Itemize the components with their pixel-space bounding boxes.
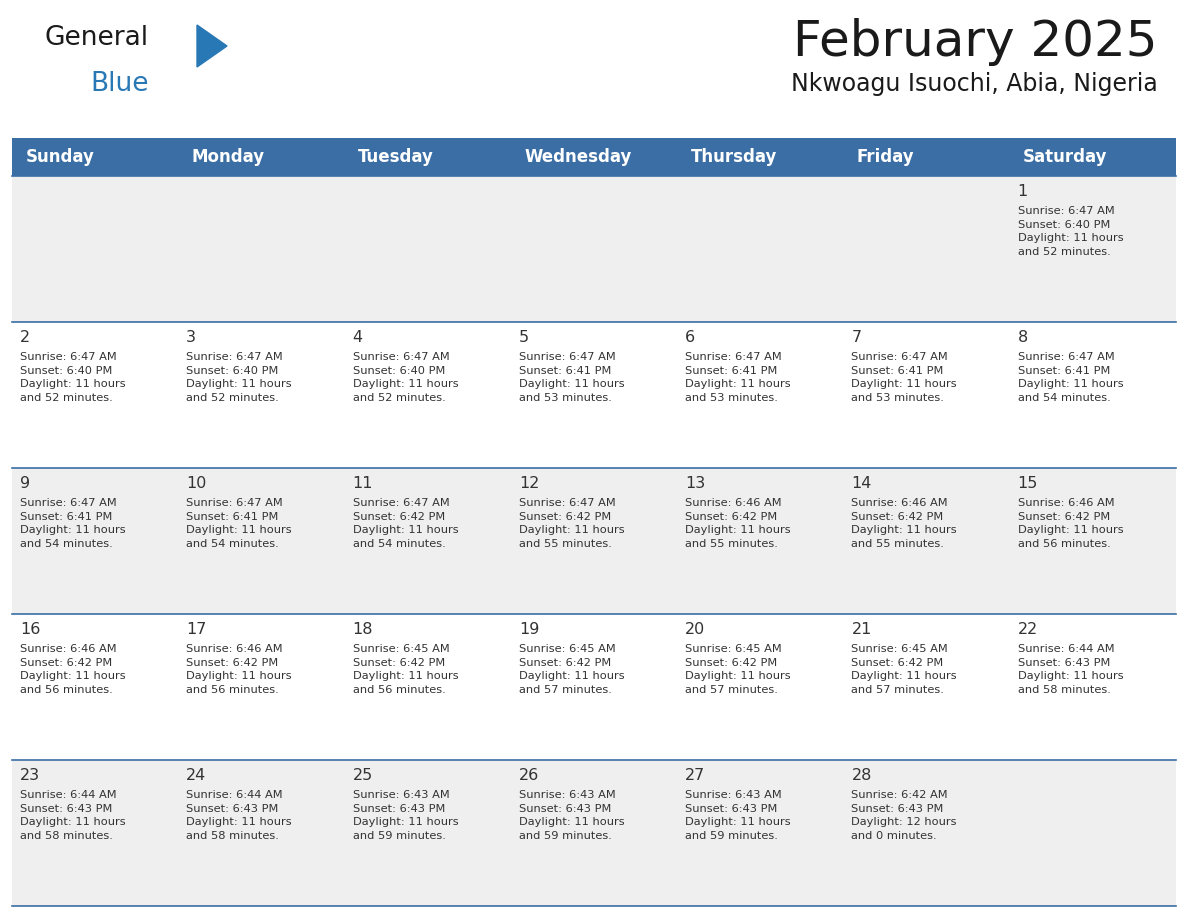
Text: 10: 10	[187, 476, 207, 491]
Text: Saturday: Saturday	[1023, 148, 1107, 166]
Bar	[677, 138, 843, 176]
Text: Sunrise: 6:44 AM
Sunset: 6:43 PM
Daylight: 11 hours
and 58 minutes.: Sunrise: 6:44 AM Sunset: 6:43 PM Dayligh…	[1018, 644, 1124, 695]
Text: 13: 13	[685, 476, 706, 491]
Text: Sunrise: 6:42 AM
Sunset: 6:43 PM
Daylight: 12 hours
and 0 minutes.: Sunrise: 6:42 AM Sunset: 6:43 PM Dayligh…	[852, 790, 956, 841]
Text: Nkwoagu Isuochi, Abia, Nigeria: Nkwoagu Isuochi, Abia, Nigeria	[791, 72, 1158, 96]
Text: Sunrise: 6:44 AM
Sunset: 6:43 PM
Daylight: 11 hours
and 58 minutes.: Sunrise: 6:44 AM Sunset: 6:43 PM Dayligh…	[187, 790, 292, 841]
Text: Sunrise: 6:47 AM
Sunset: 6:40 PM
Daylight: 11 hours
and 52 minutes.: Sunrise: 6:47 AM Sunset: 6:40 PM Dayligh…	[187, 352, 292, 403]
Text: 26: 26	[519, 768, 539, 783]
Text: Sunrise: 6:46 AM
Sunset: 6:42 PM
Daylight: 11 hours
and 56 minutes.: Sunrise: 6:46 AM Sunset: 6:42 PM Dayligh…	[20, 644, 126, 695]
Text: 2: 2	[20, 330, 30, 345]
Text: 22: 22	[1018, 622, 1038, 637]
Text: Sunrise: 6:45 AM
Sunset: 6:42 PM
Daylight: 11 hours
and 56 minutes.: Sunrise: 6:45 AM Sunset: 6:42 PM Dayligh…	[353, 644, 459, 695]
Text: General: General	[45, 25, 150, 51]
Text: Sunrise: 6:46 AM
Sunset: 6:42 PM
Daylight: 11 hours
and 55 minutes.: Sunrise: 6:46 AM Sunset: 6:42 PM Dayligh…	[852, 498, 958, 549]
Text: Sunrise: 6:45 AM
Sunset: 6:42 PM
Daylight: 11 hours
and 57 minutes.: Sunrise: 6:45 AM Sunset: 6:42 PM Dayligh…	[519, 644, 625, 695]
Bar	[12, 138, 178, 176]
Text: 23: 23	[20, 768, 40, 783]
Text: 25: 25	[353, 768, 373, 783]
Bar	[511, 138, 677, 176]
Text: Sunrise: 6:43 AM
Sunset: 6:43 PM
Daylight: 11 hours
and 59 minutes.: Sunrise: 6:43 AM Sunset: 6:43 PM Dayligh…	[353, 790, 459, 841]
Text: Sunrise: 6:47 AM
Sunset: 6:41 PM
Daylight: 11 hours
and 54 minutes.: Sunrise: 6:47 AM Sunset: 6:41 PM Dayligh…	[187, 498, 292, 549]
Text: Sunrise: 6:45 AM
Sunset: 6:42 PM
Daylight: 11 hours
and 57 minutes.: Sunrise: 6:45 AM Sunset: 6:42 PM Dayligh…	[685, 644, 791, 695]
Text: Wednesday: Wednesday	[524, 148, 632, 166]
Bar	[12, 614, 1176, 760]
Text: 16: 16	[20, 622, 40, 637]
Text: Sunrise: 6:46 AM
Sunset: 6:42 PM
Daylight: 11 hours
and 55 minutes.: Sunrise: 6:46 AM Sunset: 6:42 PM Dayligh…	[685, 498, 791, 549]
Polygon shape	[197, 25, 227, 67]
Text: Sunrise: 6:47 AM
Sunset: 6:40 PM
Daylight: 11 hours
and 52 minutes.: Sunrise: 6:47 AM Sunset: 6:40 PM Dayligh…	[20, 352, 126, 403]
Text: Friday: Friday	[857, 148, 915, 166]
Text: 15: 15	[1018, 476, 1038, 491]
Text: 7: 7	[852, 330, 861, 345]
Bar	[12, 322, 1176, 468]
Text: Sunrise: 6:46 AM
Sunset: 6:42 PM
Daylight: 11 hours
and 56 minutes.: Sunrise: 6:46 AM Sunset: 6:42 PM Dayligh…	[1018, 498, 1124, 549]
Text: 28: 28	[852, 768, 872, 783]
Text: 19: 19	[519, 622, 539, 637]
Text: Monday: Monday	[191, 148, 265, 166]
Text: Sunrise: 6:47 AM
Sunset: 6:41 PM
Daylight: 11 hours
and 54 minutes.: Sunrise: 6:47 AM Sunset: 6:41 PM Dayligh…	[1018, 352, 1124, 403]
Text: 14: 14	[852, 476, 872, 491]
Bar	[12, 760, 1176, 906]
Text: February 2025: February 2025	[794, 18, 1158, 66]
Text: 6: 6	[685, 330, 695, 345]
Text: 24: 24	[187, 768, 207, 783]
Text: Sunrise: 6:47 AM
Sunset: 6:41 PM
Daylight: 11 hours
and 53 minutes.: Sunrise: 6:47 AM Sunset: 6:41 PM Dayligh…	[519, 352, 625, 403]
Text: 11: 11	[353, 476, 373, 491]
Text: Sunrise: 6:43 AM
Sunset: 6:43 PM
Daylight: 11 hours
and 59 minutes.: Sunrise: 6:43 AM Sunset: 6:43 PM Dayligh…	[519, 790, 625, 841]
Text: 12: 12	[519, 476, 539, 491]
Text: Sunrise: 6:47 AM
Sunset: 6:41 PM
Daylight: 11 hours
and 54 minutes.: Sunrise: 6:47 AM Sunset: 6:41 PM Dayligh…	[20, 498, 126, 549]
Bar	[843, 138, 1010, 176]
Text: Sunrise: 6:47 AM
Sunset: 6:41 PM
Daylight: 11 hours
and 53 minutes.: Sunrise: 6:47 AM Sunset: 6:41 PM Dayligh…	[852, 352, 958, 403]
Text: Sunrise: 6:47 AM
Sunset: 6:42 PM
Daylight: 11 hours
and 54 minutes.: Sunrise: 6:47 AM Sunset: 6:42 PM Dayligh…	[353, 498, 459, 549]
Text: Sunrise: 6:47 AM
Sunset: 6:40 PM
Daylight: 11 hours
and 52 minutes.: Sunrise: 6:47 AM Sunset: 6:40 PM Dayligh…	[353, 352, 459, 403]
Text: 27: 27	[685, 768, 706, 783]
Text: 1: 1	[1018, 184, 1028, 199]
Text: 21: 21	[852, 622, 872, 637]
Text: Sunday: Sunday	[25, 148, 94, 166]
Text: 20: 20	[685, 622, 706, 637]
Text: Sunrise: 6:45 AM
Sunset: 6:42 PM
Daylight: 11 hours
and 57 minutes.: Sunrise: 6:45 AM Sunset: 6:42 PM Dayligh…	[852, 644, 958, 695]
Bar	[12, 468, 1176, 614]
Text: 9: 9	[20, 476, 30, 491]
Text: 3: 3	[187, 330, 196, 345]
Bar	[345, 138, 511, 176]
Text: 5: 5	[519, 330, 529, 345]
Text: Sunrise: 6:43 AM
Sunset: 6:43 PM
Daylight: 11 hours
and 59 minutes.: Sunrise: 6:43 AM Sunset: 6:43 PM Dayligh…	[685, 790, 791, 841]
Bar	[1010, 138, 1176, 176]
Bar	[12, 176, 1176, 322]
Bar	[178, 138, 345, 176]
Text: Sunrise: 6:46 AM
Sunset: 6:42 PM
Daylight: 11 hours
and 56 minutes.: Sunrise: 6:46 AM Sunset: 6:42 PM Dayligh…	[187, 644, 292, 695]
Text: Blue: Blue	[90, 71, 148, 97]
Text: Tuesday: Tuesday	[358, 148, 434, 166]
Text: Sunrise: 6:47 AM
Sunset: 6:40 PM
Daylight: 11 hours
and 52 minutes.: Sunrise: 6:47 AM Sunset: 6:40 PM Dayligh…	[1018, 206, 1124, 257]
Text: Sunrise: 6:47 AM
Sunset: 6:42 PM
Daylight: 11 hours
and 55 minutes.: Sunrise: 6:47 AM Sunset: 6:42 PM Dayligh…	[519, 498, 625, 549]
Text: 17: 17	[187, 622, 207, 637]
Text: 18: 18	[353, 622, 373, 637]
Text: Sunrise: 6:44 AM
Sunset: 6:43 PM
Daylight: 11 hours
and 58 minutes.: Sunrise: 6:44 AM Sunset: 6:43 PM Dayligh…	[20, 790, 126, 841]
Text: Thursday: Thursday	[690, 148, 777, 166]
Text: 4: 4	[353, 330, 362, 345]
Text: Sunrise: 6:47 AM
Sunset: 6:41 PM
Daylight: 11 hours
and 53 minutes.: Sunrise: 6:47 AM Sunset: 6:41 PM Dayligh…	[685, 352, 791, 403]
Text: 8: 8	[1018, 330, 1028, 345]
